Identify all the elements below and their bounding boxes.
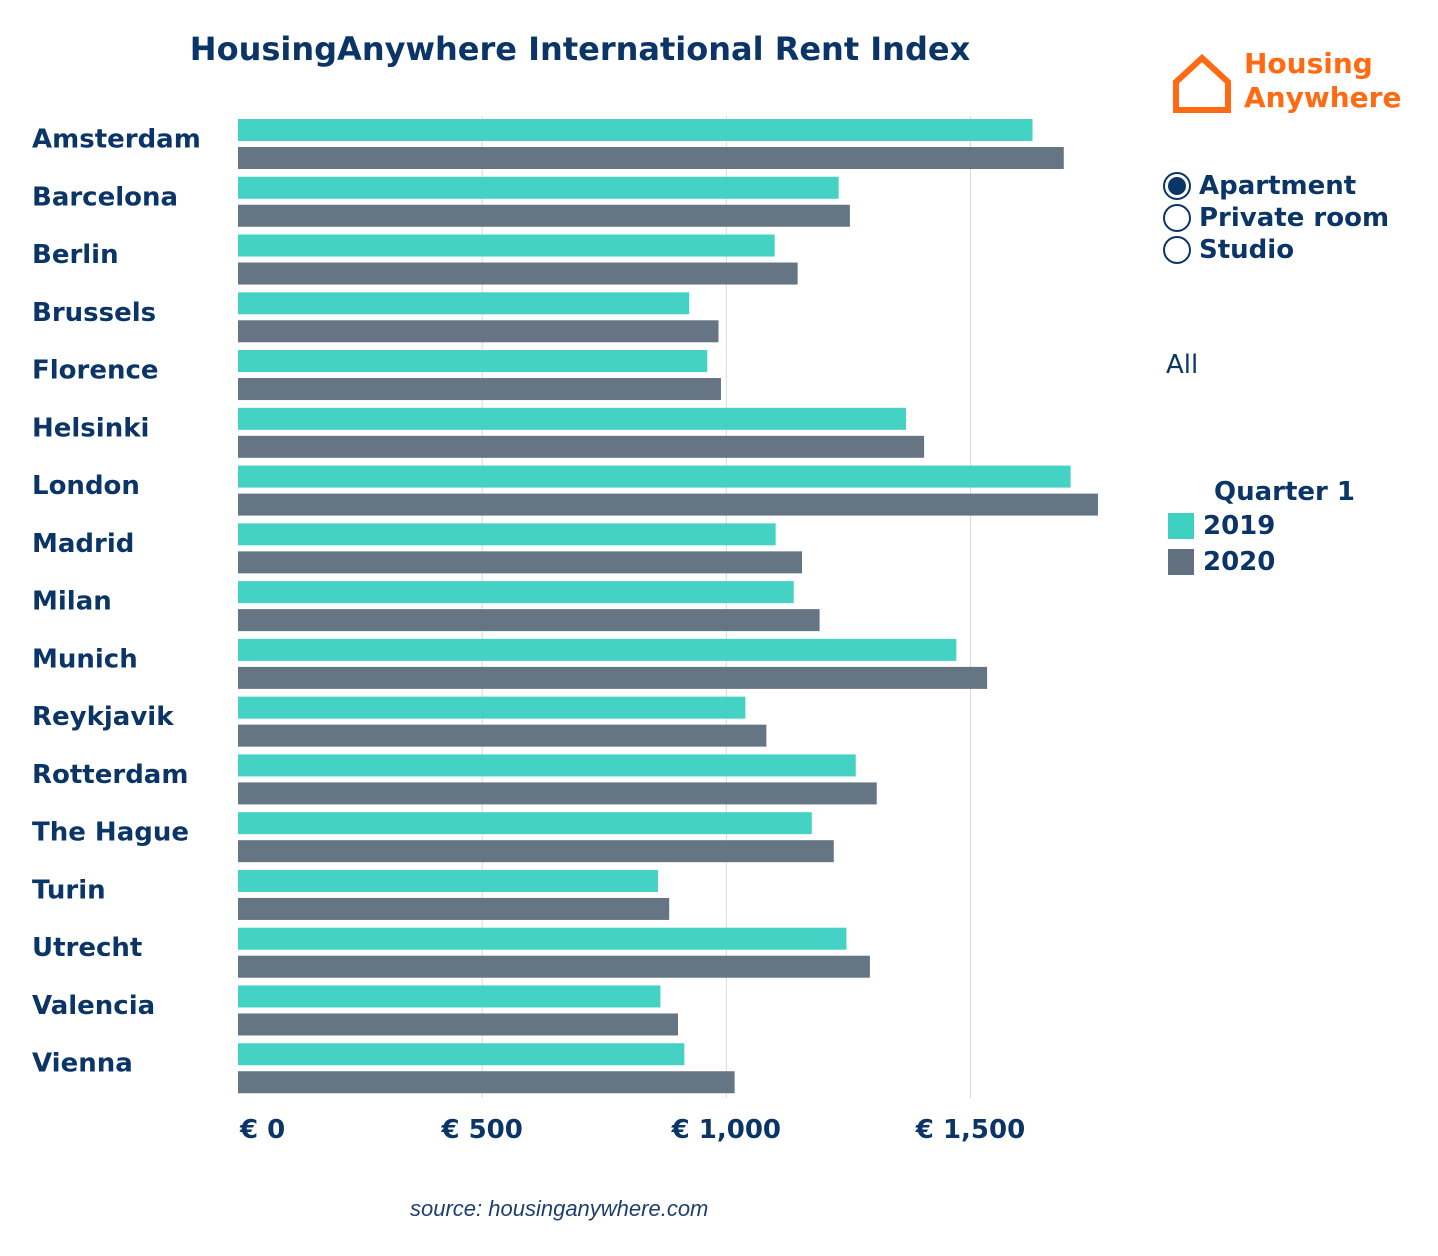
radio-label: Studio (1199, 235, 1295, 265)
bar-milan-2020[interactable] (238, 609, 820, 632)
category-label-barcelona: Barcelona (32, 182, 178, 212)
bars (238, 119, 1098, 1094)
x-tick-label-0: € 0 (239, 1115, 285, 1145)
legend-swatch-2019 (1168, 513, 1194, 539)
legend: Quarter 1 2019 2020 (1168, 476, 1355, 580)
category-label-milan: Milan (32, 587, 112, 617)
x-tick-label-1000: € 1,000 (671, 1115, 781, 1145)
radio-apartment[interactable]: Apartment (1163, 170, 1389, 202)
category-labels: Amsterdam Barcelona Berlin Brussels Florence… (32, 125, 201, 1079)
bar-helsinki-2019[interactable] (238, 407, 907, 430)
bar-amsterdam-2019[interactable] (238, 119, 1033, 141)
legend-item-2019[interactable]: 2019 (1168, 508, 1355, 544)
category-label-madrid: Madrid (32, 529, 134, 559)
radio-label: Apartment (1199, 171, 1357, 201)
category-label-vienna: Vienna (32, 1049, 133, 1079)
bar-the-hague-2019[interactable] (238, 812, 812, 835)
x-tick-label-1500: € 1,500 (915, 1115, 1025, 1145)
housinganywhere-logo[interactable]: Housing Anywhere (1168, 48, 1418, 128)
bar-turin-2020[interactable] (238, 897, 670, 920)
radio-circle-icon[interactable] (1163, 172, 1191, 200)
category-label-helsinki: Helsinki (32, 413, 149, 443)
radio-private-room[interactable]: Private room (1163, 202, 1389, 234)
city-filter-value[interactable]: All (1166, 350, 1199, 380)
bar-london-2019[interactable] (238, 465, 1071, 488)
bar-reykjavik-2020[interactable] (238, 724, 767, 747)
bar-munich-2019[interactable] (238, 638, 957, 661)
bar-berlin-2020[interactable] (238, 262, 798, 285)
bar-amsterdam-2020[interactable] (238, 147, 1064, 169)
bar-milan-2019[interactable] (238, 581, 794, 604)
bar-rotterdam-2019[interactable] (238, 754, 856, 777)
bar-rotterdam-2020[interactable] (238, 782, 877, 805)
radio-circle-icon[interactable] (1163, 236, 1191, 264)
legend-item-2020[interactable]: 2020 (1168, 544, 1355, 580)
category-label-turin: Turin (32, 875, 106, 905)
bar-brussels-2020[interactable] (238, 320, 719, 343)
x-tick-label-500: € 500 (440, 1115, 522, 1145)
bar-london-2020[interactable] (238, 493, 1098, 516)
legend-swatch-2020 (1168, 549, 1194, 575)
bar-madrid-2020[interactable] (238, 551, 803, 574)
legend-title: Quarter 1 (1214, 477, 1356, 507)
house-icon (1173, 53, 1231, 113)
bar-madrid-2019[interactable] (238, 523, 776, 546)
room-type-selector: Apartment Private room Studio (1163, 170, 1389, 266)
category-label-the-hague: The Hague (32, 818, 189, 848)
bar-munich-2020[interactable] (238, 666, 988, 689)
bar-helsinki-2020[interactable] (238, 435, 925, 458)
x-axis-ticks: € 0 € 500 € 1,000 € 1,500 (239, 1115, 1025, 1145)
category-label-florence: Florence (32, 356, 159, 386)
chart-title: HousingAnywhere International Rent Index (189, 30, 971, 68)
bar-barcelona-2019[interactable] (238, 176, 839, 199)
legend-label-2019: 2019 (1203, 511, 1276, 541)
source-note[interactable]: source: housinganywhere.com (410, 1196, 709, 1221)
bar-utrecht-2020[interactable] (238, 955, 870, 978)
bar-brussels-2019[interactable] (238, 292, 690, 315)
bar-berlin-2019[interactable] (238, 234, 775, 257)
logo-text-line2: Anywhere (1244, 81, 1402, 114)
bar-chart: Amsterdam Barcelona Berlin Brussels Florence… (32, 116, 1098, 1145)
category-label-berlin: Berlin (32, 240, 119, 270)
radio-circle-icon[interactable] (1163, 204, 1191, 232)
bar-florence-2020[interactable] (238, 378, 721, 401)
category-label-utrecht: Utrecht (32, 933, 142, 963)
category-label-london: London (32, 471, 140, 501)
bar-utrecht-2019[interactable] (238, 927, 847, 950)
radio-selected-dot (1168, 177, 1186, 195)
category-label-munich: Munich (32, 644, 138, 674)
bar-barcelona-2020[interactable] (238, 204, 850, 227)
bar-valencia-2020[interactable] (238, 1013, 678, 1036)
radio-label: Private room (1199, 203, 1390, 233)
category-label-brussels: Brussels (32, 298, 156, 328)
bar-valencia-2019[interactable] (238, 985, 661, 1008)
bar-reykjavik-2019[interactable] (238, 696, 746, 719)
bar-vienna-2020[interactable] (238, 1071, 735, 1094)
logo-text-line1: Housing (1244, 47, 1373, 80)
category-label-valencia: Valencia (32, 991, 155, 1021)
radio-studio[interactable]: Studio (1163, 234, 1389, 266)
legend-label-2020: 2020 (1203, 547, 1276, 577)
bar-vienna-2019[interactable] (238, 1043, 685, 1066)
bar-florence-2019[interactable] (238, 350, 708, 373)
bar-the-hague-2020[interactable] (238, 840, 834, 863)
category-label-rotterdam: Rotterdam (32, 760, 188, 790)
bar-turin-2019[interactable] (238, 869, 658, 892)
category-label-amsterdam: Amsterdam (32, 125, 201, 155)
category-label-reykjavik: Reykjavik (32, 702, 174, 732)
